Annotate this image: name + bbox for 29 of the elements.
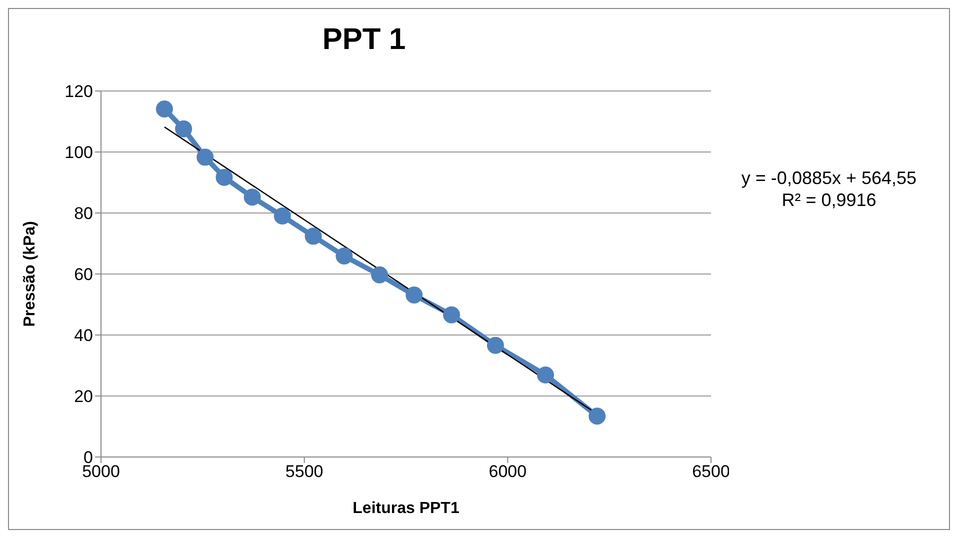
point [336,248,353,265]
point [406,286,423,304]
point [443,306,460,324]
y-tick-label: 60 [74,265,93,284]
point [244,188,261,206]
x-tick-label: 5500 [285,462,324,482]
point [216,168,233,186]
point [304,228,322,245]
point [371,266,388,284]
y-tick-label: 120 [64,82,93,102]
y-tick-label: 100 [64,143,93,162]
y-tick-label: 20 [74,387,93,406]
point [588,408,606,425]
text: R² = 0,9916 [780,189,878,211]
y-axis-title: Pressão (kPa) [22,221,39,327]
point [274,208,291,225]
text: y = -0,0885x + 564,55 [740,167,918,189]
point [536,366,554,384]
point [486,336,504,354]
y-tick-label: 80 [74,204,93,224]
x-tick-label: 6000 [488,462,527,482]
point [196,148,214,166]
point [156,100,173,118]
x-tick-label: 5000 [82,462,120,482]
chart-title: PPT 1 [321,23,407,57]
x-tick-label: 6500 [692,462,730,482]
y-tick-label: 40 [74,326,93,346]
point [175,120,192,138]
x-axis-title: Leituras PPT1 [352,500,460,517]
